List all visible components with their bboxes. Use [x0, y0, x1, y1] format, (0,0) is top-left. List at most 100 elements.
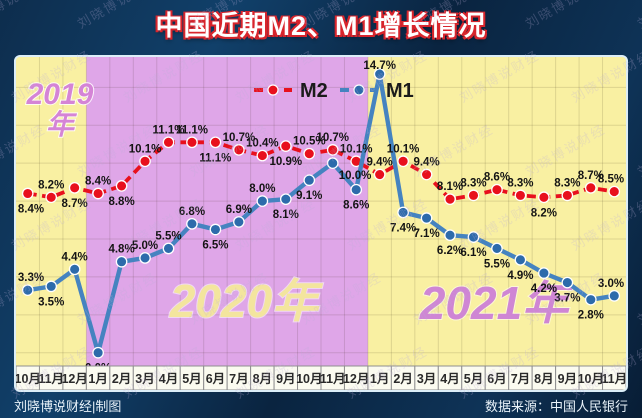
footer: 刘晓博说财经|制图 数据来源：中国人民银行 — [0, 392, 642, 418]
data-label: 10.9% — [270, 156, 303, 168]
x-axis-label: 2月 — [393, 372, 412, 386]
data-label: 10.7% — [316, 132, 349, 144]
data-label: 7.1% — [413, 228, 439, 240]
data-label: 10.1% — [340, 143, 373, 155]
x-axis-label: 10月 — [16, 372, 41, 386]
m1-point — [373, 68, 386, 80]
data-label: 3.3% — [18, 272, 44, 284]
m2-point — [233, 144, 245, 156]
m1-point — [467, 231, 480, 243]
m1-point — [538, 267, 550, 279]
data-label: 8.0% — [249, 183, 275, 195]
data-label: 8.6% — [343, 200, 369, 212]
data-label: 6.1% — [460, 247, 486, 259]
header: 中国近期M2、M1增长情况 — [0, 0, 642, 55]
year-label-2020: 2020年 — [169, 275, 323, 327]
m2-point — [209, 136, 222, 149]
m1-point — [561, 276, 574, 289]
year-bands — [16, 57, 626, 366]
m2-point — [68, 181, 81, 194]
legend-label: M2 — [300, 80, 328, 102]
m1-point — [21, 284, 34, 297]
m2-point — [115, 180, 128, 192]
x-axis-label: 3月 — [417, 372, 436, 386]
m1-point — [139, 252, 151, 264]
legend: M2 M1 — [254, 80, 414, 102]
data-label: 10.1% — [387, 143, 420, 155]
m2-point — [467, 189, 480, 202]
data-label: 7.4% — [390, 222, 416, 234]
m1-point — [68, 263, 81, 276]
m2-point — [514, 189, 527, 202]
x-axis-label: 4月 — [440, 372, 459, 386]
x-axis-label: 10月 — [296, 372, 322, 386]
data-label: 10.7% — [223, 132, 256, 144]
data-label: 10.5% — [293, 136, 326, 148]
legend-marker — [353, 84, 365, 96]
m1-point — [514, 253, 527, 266]
m2-point — [491, 183, 503, 196]
legend-marker — [267, 84, 279, 96]
x-axis-label: 9月 — [558, 372, 577, 386]
data-label: 4.8% — [108, 244, 134, 256]
data-label: 9.1% — [296, 190, 322, 202]
m2-point — [256, 149, 269, 162]
m2-point — [420, 168, 433, 181]
m2-point — [303, 147, 316, 160]
x-axis-label: 5月 — [464, 372, 483, 386]
m1-point — [115, 255, 128, 268]
legend-label: M1 — [386, 80, 414, 102]
data-label: 8.7% — [62, 198, 88, 210]
data-label: 6.5% — [202, 240, 228, 252]
data-label: 10.1% — [129, 143, 162, 155]
data-label: 8.1% — [273, 209, 299, 221]
m2-point — [326, 144, 339, 156]
x-axis-label: 1月 — [370, 372, 389, 386]
m2-point — [21, 187, 34, 200]
m1-point — [256, 195, 269, 207]
x-axis-label: 12月 — [61, 372, 87, 386]
data-label: 11.1% — [153, 124, 185, 136]
x-axis-label: 7月 — [511, 372, 530, 386]
data-label: 8.1% — [437, 181, 463, 193]
m2-point — [186, 136, 198, 149]
m2-point — [139, 155, 151, 168]
data-label: 4.4% — [62, 251, 88, 263]
gridlines — [16, 57, 626, 366]
m2-point — [538, 191, 550, 204]
data-label: 5.5% — [155, 230, 181, 242]
data-label: 5.5% — [484, 258, 510, 270]
x-axis-label: 4月 — [159, 372, 178, 386]
m2-series — [21, 136, 621, 206]
m2-point — [92, 187, 104, 200]
m2-point — [279, 140, 292, 152]
watermark-text: 刘晓博说财经 — [634, 269, 642, 328]
data-label: 8.2% — [531, 207, 557, 219]
data-label: 2.8% — [578, 310, 604, 322]
watermark-text: 刘晓博说财经 — [634, 121, 642, 180]
m1-point — [162, 242, 175, 255]
m1-point — [209, 223, 222, 236]
x-axis-label: 8月 — [534, 372, 553, 386]
m1-point — [303, 174, 316, 187]
data-label: 4.9% — [507, 270, 533, 282]
x-axis-label: 6月 — [487, 372, 506, 386]
m2-point — [162, 136, 175, 149]
x-axis-label: 8月 — [253, 372, 272, 386]
x-axis-label: 10月 — [578, 372, 604, 386]
x-axis-label: 7月 — [229, 372, 248, 386]
m1-series — [21, 68, 621, 359]
data-label: 3.0% — [598, 278, 624, 290]
m1-point — [584, 293, 597, 306]
year-band — [16, 57, 87, 366]
data-label: 3.5% — [38, 296, 64, 308]
data-label: 14.7% — [363, 60, 396, 72]
m2-point — [45, 191, 58, 204]
data-label: 9.4% — [367, 157, 393, 169]
data-label: 11.1% — [176, 124, 208, 136]
data-label: 8.3% — [554, 177, 580, 189]
page-title: 中国近期M2、M1增长情况 — [155, 11, 487, 41]
data-label: 8.3% — [460, 177, 486, 189]
data-label: 8.2% — [38, 179, 64, 191]
data-label: 10.0% — [339, 170, 372, 182]
